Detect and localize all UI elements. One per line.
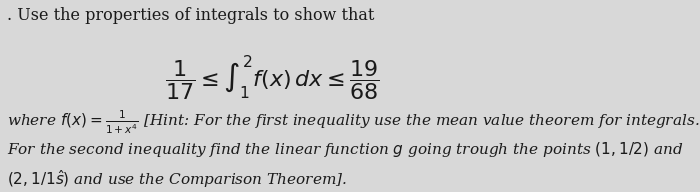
Text: $\dfrac{1}{17} \leq \int_1^2 f(x)\, dx \leq \dfrac{19}{68}$: $\dfrac{1}{17} \leq \int_1^2 f(x)\, dx \… bbox=[165, 53, 379, 103]
Text: . Use the properties of integrals to show that: . Use the properties of integrals to sho… bbox=[7, 7, 374, 24]
Text: $(2, 1/1\hat{s})$ and use the Comparison Theorem].: $(2, 1/1\hat{s})$ and use the Comparison… bbox=[7, 168, 347, 190]
Text: where $f(x) = \frac{1}{1+x^4}$ [Hint: For the first inequality use the mean valu: where $f(x) = \frac{1}{1+x^4}$ [Hint: Fo… bbox=[7, 109, 699, 136]
Text: For the second inequality find the linear function $g$ going trough the points $: For the second inequality find the linea… bbox=[7, 140, 683, 159]
